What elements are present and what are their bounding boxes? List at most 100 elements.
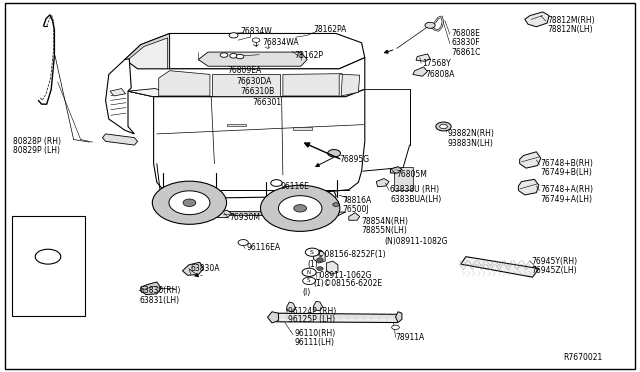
Text: 96116EA: 96116EA: [246, 243, 280, 252]
Polygon shape: [525, 12, 549, 27]
Polygon shape: [198, 52, 307, 66]
Text: 63830(RH): 63830(RH): [140, 286, 181, 295]
Text: 76945Y(RH): 76945Y(RH): [531, 257, 577, 266]
Polygon shape: [341, 74, 360, 96]
Text: 6383BUA(LH): 6383BUA(LH): [390, 195, 442, 203]
Circle shape: [436, 122, 451, 131]
Text: 17568Y: 17568Y: [422, 59, 451, 68]
Text: 76809EA: 76809EA: [227, 66, 262, 75]
Polygon shape: [376, 179, 389, 187]
Circle shape: [252, 38, 260, 42]
Polygon shape: [520, 152, 541, 168]
Text: 78812N(LH): 78812N(LH): [547, 25, 593, 34]
Text: 78911A: 78911A: [396, 333, 425, 342]
Text: 96116E: 96116E: [280, 182, 309, 190]
Polygon shape: [106, 59, 134, 134]
Polygon shape: [125, 33, 365, 69]
Polygon shape: [287, 302, 296, 312]
Circle shape: [317, 267, 323, 270]
Polygon shape: [218, 210, 232, 218]
Text: 93883N(LH): 93883N(LH): [448, 139, 494, 148]
Text: 76930M: 76930M: [229, 213, 260, 222]
Text: 76748+B(RH): 76748+B(RH): [541, 159, 594, 168]
Polygon shape: [163, 211, 346, 216]
Circle shape: [35, 249, 61, 264]
Text: S: S: [307, 278, 310, 283]
Text: 63831(LH): 63831(LH): [140, 296, 180, 305]
Circle shape: [294, 205, 307, 212]
Text: 76749+A(LH): 76749+A(LH): [541, 195, 593, 203]
Circle shape: [425, 22, 435, 28]
Text: 80828P (RH): 80828P (RH): [13, 137, 61, 146]
Circle shape: [271, 180, 282, 186]
Text: 96125P (LH): 96125P (LH): [288, 315, 335, 324]
Text: (I): (I): [302, 288, 310, 297]
Text: (1)©08156-6202E: (1)©08156-6202E: [314, 279, 383, 288]
Circle shape: [230, 54, 237, 58]
Text: 96111(LH): 96111(LH): [294, 339, 335, 347]
Polygon shape: [349, 213, 360, 220]
Text: 78812M(RH): 78812M(RH): [547, 16, 595, 25]
Text: 96116F: 96116F: [31, 288, 65, 296]
Circle shape: [236, 54, 244, 59]
Text: 76808E: 76808E: [451, 29, 480, 38]
Text: 766301: 766301: [253, 98, 282, 107]
Text: (N)08911-1082G: (N)08911-1082G: [384, 237, 447, 246]
Polygon shape: [102, 134, 138, 145]
Circle shape: [238, 240, 248, 246]
Text: R7670021: R7670021: [563, 353, 602, 362]
Circle shape: [229, 33, 238, 38]
Polygon shape: [326, 261, 338, 274]
Text: S: S: [310, 250, 314, 255]
Text: 76861C: 76861C: [451, 48, 481, 57]
Polygon shape: [128, 89, 176, 97]
Text: 76895G: 76895G: [339, 155, 369, 164]
Text: Ⓛ08911-1062G: Ⓛ08911-1062G: [316, 270, 372, 279]
Polygon shape: [461, 257, 539, 277]
Text: ©08156-8252F(1): ©08156-8252F(1): [317, 250, 385, 259]
Polygon shape: [129, 38, 168, 92]
Text: 78854N(RH): 78854N(RH): [362, 217, 408, 226]
Polygon shape: [413, 67, 428, 76]
Polygon shape: [182, 262, 204, 275]
Polygon shape: [154, 89, 365, 198]
Polygon shape: [518, 179, 539, 195]
Text: 76945Z(LH): 76945Z(LH): [531, 266, 577, 275]
Bar: [12, 216, 85, 316]
Circle shape: [303, 277, 316, 285]
Circle shape: [278, 196, 322, 221]
Polygon shape: [416, 54, 430, 61]
Polygon shape: [314, 250, 325, 263]
Polygon shape: [159, 71, 210, 96]
Circle shape: [183, 199, 196, 206]
Text: 63838U (RH): 63838U (RH): [390, 185, 440, 194]
Polygon shape: [212, 74, 280, 96]
Circle shape: [169, 191, 210, 215]
Circle shape: [302, 268, 316, 276]
Polygon shape: [390, 167, 402, 173]
Circle shape: [260, 185, 340, 231]
Text: 63830A: 63830A: [191, 264, 220, 273]
Text: 76500J: 76500J: [342, 205, 369, 214]
Text: 78816A: 78816A: [342, 196, 372, 205]
Text: W/O STEP: W/O STEP: [19, 221, 63, 230]
Text: 76808A: 76808A: [426, 70, 455, 79]
Text: 76834WA: 76834WA: [262, 38, 299, 47]
Polygon shape: [314, 301, 323, 311]
Text: 96124P (RH): 96124P (RH): [288, 307, 336, 316]
Text: N: N: [307, 270, 310, 275]
Text: 76748+A(RH): 76748+A(RH): [541, 185, 594, 194]
Text: 7B162P: 7B162P: [294, 51, 323, 60]
Text: 76749+B(LH): 76749+B(LH): [541, 169, 593, 177]
Text: 76834W: 76834W: [240, 27, 272, 36]
Text: 78855N(LH): 78855N(LH): [362, 226, 408, 235]
Circle shape: [392, 325, 399, 330]
Circle shape: [317, 258, 323, 262]
Text: 63830F: 63830F: [451, 38, 480, 47]
Bar: [227, 124, 246, 126]
Polygon shape: [110, 89, 125, 96]
Bar: [293, 127, 312, 130]
Polygon shape: [396, 312, 402, 323]
Polygon shape: [275, 313, 400, 323]
Text: 78162PA: 78162PA: [314, 25, 347, 34]
